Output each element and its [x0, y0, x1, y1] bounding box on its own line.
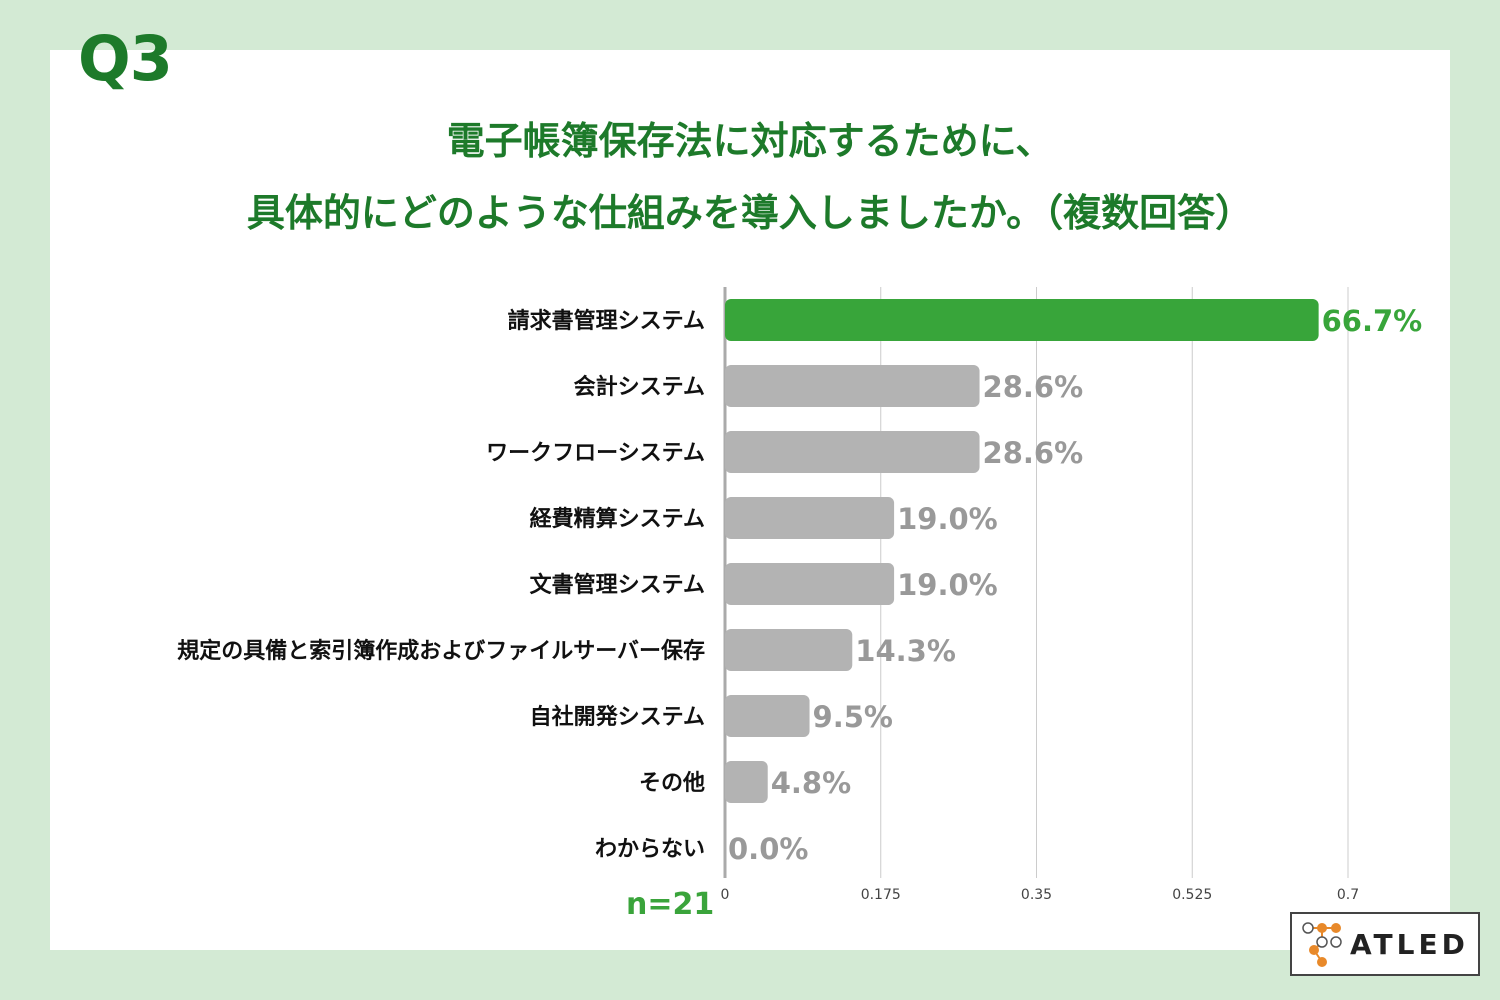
category-label: 経費精算システム [530, 506, 705, 532]
value-label: 19.0% [897, 568, 998, 602]
bar [725, 761, 768, 803]
x-tick-label: 0 [721, 887, 730, 903]
value-label: 28.6% [983, 436, 1084, 470]
x-tick-label: 0.35 [1021, 887, 1052, 903]
category-label: 請求書管理システム [508, 308, 705, 334]
chart-title-line1: 電子帳簿保存法に対応するために、 [446, 119, 1054, 163]
category-label: ワークフローシステム [486, 441, 705, 466]
category-label: 規定の具備と索引簿作成およびファイルサーバー保存 [177, 638, 705, 664]
value-label: 9.5% [813, 700, 893, 734]
value-label: 0.0% [728, 832, 808, 866]
bar [725, 299, 1319, 341]
question-label: Q3 [78, 22, 173, 95]
value-label: 66.7% [1322, 304, 1423, 338]
category-label: 会計システム [574, 374, 705, 400]
value-label: 19.0% [897, 502, 998, 536]
category-label: 自社開発システム [530, 704, 705, 730]
bar [725, 431, 980, 473]
bar [725, 365, 980, 407]
category-label: その他 [639, 771, 705, 796]
value-label: 28.6% [983, 370, 1084, 404]
bar [725, 695, 810, 737]
category-label: 文書管理システム [530, 572, 705, 598]
x-tick-label: 0.7 [1337, 887, 1359, 903]
x-tick-label: 0.525 [1172, 887, 1212, 903]
x-tick-label: 0.175 [861, 887, 901, 903]
value-label: 14.3% [855, 634, 956, 668]
network-nodes-icon [1302, 922, 1342, 967]
bar [725, 497, 895, 539]
bar [725, 563, 895, 605]
sample-size-label: n=21 [626, 887, 715, 922]
bar [725, 629, 853, 671]
chart-title-line2: 具体的にどのような仕組みを導入しましたか。（複数回答） [246, 191, 1254, 235]
value-label: 4.8% [771, 766, 851, 800]
logo-text: ATLED [1350, 928, 1469, 961]
atled-logo: ATLED [1290, 912, 1480, 976]
category-label: わからない [595, 837, 705, 862]
